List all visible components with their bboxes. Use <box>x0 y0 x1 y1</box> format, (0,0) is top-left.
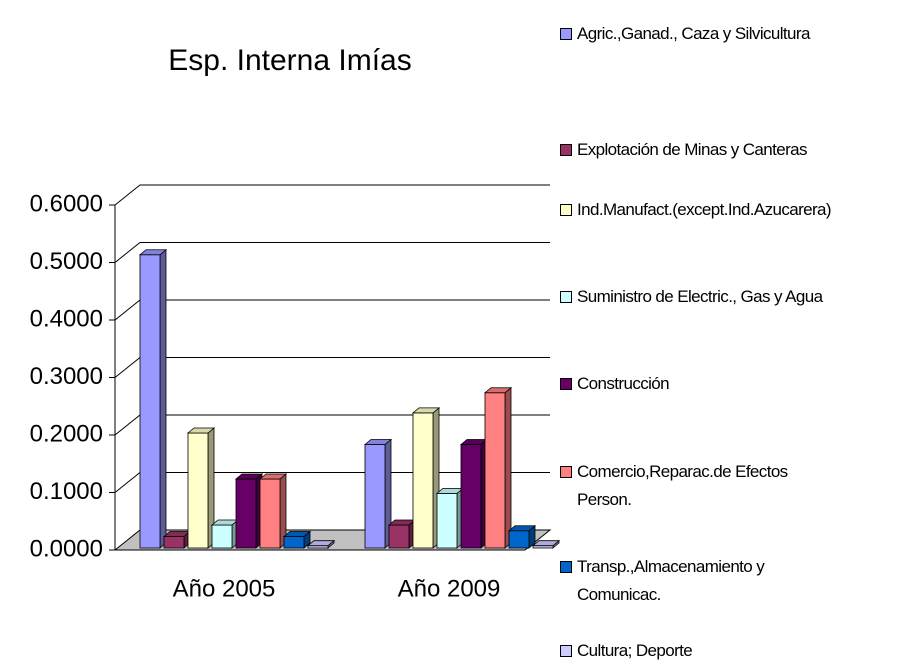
y-tick-label: 0.3000 <box>30 363 103 390</box>
grid-line <box>114 184 550 206</box>
legend-label: Construcción <box>577 374 670 393</box>
x-tick-label: Año 2009 <box>398 575 501 602</box>
bar <box>234 473 264 549</box>
legend-swatch <box>560 204 572 216</box>
bar-face <box>460 444 482 549</box>
y-tick-label: 0.6000 <box>30 190 103 217</box>
bar-face <box>283 536 305 549</box>
bar-face <box>234 473 264 480</box>
legend-swatch <box>560 28 572 40</box>
y-tick-label: 0.1000 <box>30 478 103 505</box>
bar-face <box>259 478 281 549</box>
bar-face <box>187 432 209 549</box>
bar-face <box>364 444 386 549</box>
bar <box>258 473 288 549</box>
chart-title: Esp. Interna Imías <box>168 44 411 77</box>
bar-face <box>411 407 441 414</box>
bar-face <box>507 525 537 532</box>
bar-face <box>258 473 288 480</box>
bar <box>363 438 393 549</box>
legend-label: Agric.,Ganad., Caza y Silvicultura <box>577 24 810 43</box>
legend-label: Suministro de Electric., Gas y Agua <box>577 287 823 306</box>
bar-face <box>483 387 513 394</box>
legend-item: Agric.,Ganad., Caza y Silvicultura <box>560 20 907 48</box>
legend-label: Comercio,Reparac.de Efectos Person. <box>577 462 788 509</box>
y-tick-label: 0.0000 <box>30 535 103 562</box>
legend-swatch <box>560 645 572 657</box>
bar <box>186 427 216 549</box>
grid-line <box>114 357 550 378</box>
legend-item: Comercio,Reparac.de Efectos Person. <box>560 458 827 514</box>
bar <box>435 487 465 549</box>
legend-item: Cultura; Deporte <box>560 637 907 665</box>
bar-face <box>363 439 393 445</box>
legend-swatch <box>560 144 572 156</box>
bar-face <box>484 392 506 549</box>
bar <box>411 407 441 549</box>
legend-swatch <box>560 291 572 303</box>
bar <box>306 539 336 549</box>
bar <box>531 539 561 549</box>
bar-face <box>138 249 168 256</box>
bar-face <box>412 412 434 549</box>
legend-label: Cultura; Deporte <box>577 641 693 660</box>
bar-face <box>186 427 216 434</box>
bar-face <box>235 478 257 549</box>
bar <box>138 248 168 549</box>
bar-face <box>508 530 530 549</box>
grid-line <box>114 299 550 321</box>
bar <box>387 519 417 549</box>
bar-face <box>139 254 161 549</box>
bar <box>459 438 489 549</box>
bar-face <box>531 540 561 547</box>
legend-item: Ind.Manufact.(except.Ind.Azucarera) <box>560 196 907 224</box>
legend-label: Explotación de Minas y Canteras <box>577 140 808 159</box>
legend-label: Ind.Manufact.(except.Ind.Azucarera) <box>577 200 832 219</box>
legend-item: Construcción <box>560 370 907 398</box>
bar-face <box>282 531 312 537</box>
bar <box>162 530 192 549</box>
bar-face <box>306 540 336 547</box>
legend-label: Transp.,Almacenamiento y Comunicac. <box>577 557 765 604</box>
legend-swatch <box>560 561 572 573</box>
legend-swatch <box>560 466 572 478</box>
grid-line <box>114 242 550 263</box>
bar <box>507 524 537 549</box>
y-tick-label: 0.2000 <box>30 420 103 447</box>
y-tick-label: 0.4000 <box>30 305 103 332</box>
y-tick-label: 0.5000 <box>30 248 103 275</box>
legend-item: Suministro de Electric., Gas y Agua <box>560 283 907 311</box>
bar-face <box>211 524 233 549</box>
bar-face <box>436 492 458 549</box>
legend-item: Transp.,Almacenamiento y Comunicac. <box>560 553 827 609</box>
legend-item: Explotación de Minas y Canteras <box>560 136 907 164</box>
bar-face <box>388 524 410 549</box>
bar-face <box>504 386 512 549</box>
bar <box>483 386 513 549</box>
bar-face <box>163 536 185 549</box>
legend-swatch <box>560 378 572 390</box>
x-tick-label: Año 2005 <box>173 575 276 602</box>
bar <box>210 519 240 549</box>
bar-face <box>159 248 167 549</box>
bar <box>282 530 312 549</box>
